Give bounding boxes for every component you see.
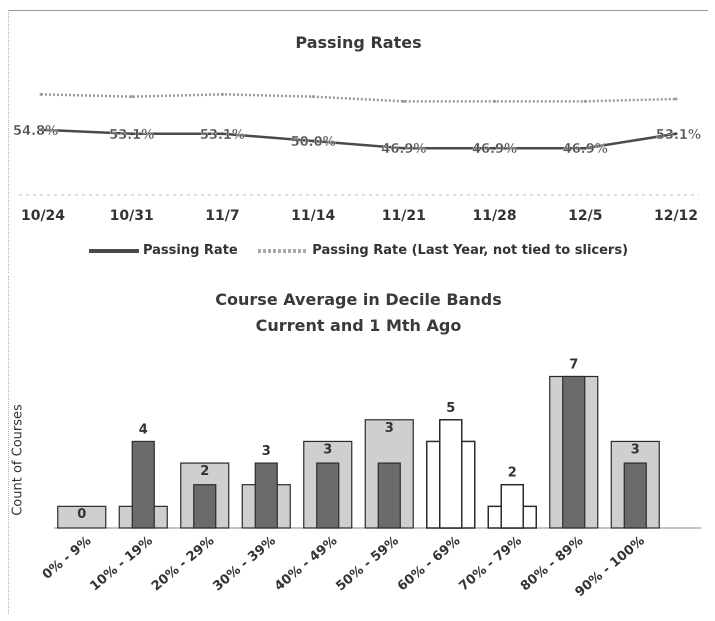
category-label-0: 0% - 9% bbox=[40, 534, 95, 583]
data-label-4: 3 bbox=[323, 442, 332, 457]
x-tick-label: 10/24 bbox=[20, 208, 66, 224]
legend: Passing Rate Passing Rate (Last Year, no… bbox=[9, 243, 708, 258]
point-current-5 bbox=[493, 146, 497, 150]
point-current-6 bbox=[583, 146, 587, 150]
data-label-5: 3 bbox=[385, 421, 394, 436]
category-label-7: 70% - 79% bbox=[456, 534, 524, 595]
point-last-year-4 bbox=[402, 99, 406, 103]
data-label-1: 4 bbox=[139, 422, 148, 437]
legend-swatch-current bbox=[88, 248, 139, 253]
point-last-year-0 bbox=[39, 92, 43, 96]
series-line-current bbox=[40, 128, 677, 150]
data-label-current-0: 54.8% bbox=[13, 124, 58, 139]
point-current-1 bbox=[130, 132, 134, 136]
point-current-3 bbox=[311, 139, 315, 143]
bar-current-2 bbox=[193, 484, 217, 529]
point-last-year-3 bbox=[311, 95, 315, 99]
x-tick-label: 10/31 bbox=[109, 208, 154, 224]
legend-swatch-last-year bbox=[258, 248, 309, 253]
data-label-current-2: 53.1% bbox=[200, 128, 245, 143]
x-tick-label: 11/21 bbox=[381, 208, 426, 224]
data-label-current-5: 46.9% bbox=[472, 142, 517, 157]
point-current-2 bbox=[220, 132, 224, 136]
legend-item-last-year: Passing Rate (Last Year, not tied to sli… bbox=[258, 243, 628, 258]
bar-current-1 bbox=[131, 440, 155, 529]
x-tick-label: 11/28 bbox=[472, 208, 517, 224]
bar-current-9 bbox=[623, 462, 647, 529]
legend-label-current: Passing Rate bbox=[142, 243, 238, 258]
data-label-current-7: 53.1% bbox=[656, 128, 701, 143]
bar-current-5 bbox=[377, 462, 401, 529]
data-label-current-6: 46.9% bbox=[563, 142, 608, 157]
category-label-6: 60% - 69% bbox=[395, 534, 463, 595]
x-tick-label: 12/12 bbox=[653, 208, 699, 224]
bar-current-6 bbox=[439, 419, 463, 529]
point-last-year-2 bbox=[220, 92, 224, 96]
legend-item-current: Passing Rate bbox=[88, 243, 238, 258]
category-label-3: 30% - 39% bbox=[210, 534, 278, 595]
data-label-current-1: 53.1% bbox=[109, 128, 154, 143]
decile-bands-chart: Course Average in Decile Bands Current a… bbox=[8, 276, 708, 614]
bar-current-3 bbox=[254, 462, 278, 529]
chart-title: Passing Rates bbox=[295, 33, 422, 52]
data-label-9: 3 bbox=[631, 442, 640, 457]
point-last-year-1 bbox=[130, 95, 134, 99]
data-label-current-4: 46.9% bbox=[381, 142, 426, 157]
data-label-current-3: 50.0% bbox=[291, 135, 336, 150]
x-tick-label: 11/14 bbox=[291, 208, 336, 224]
chart-title-line-2: Current and 1 Mth Ago bbox=[255, 316, 462, 335]
point-last-year-5 bbox=[493, 99, 497, 103]
chart-title-line-1: Course Average in Decile Bands bbox=[215, 290, 502, 309]
bar-current-7 bbox=[500, 483, 524, 529]
point-current-4 bbox=[402, 146, 406, 150]
data-label-7: 2 bbox=[508, 466, 517, 481]
x-tick-label: 12/5 bbox=[568, 208, 603, 224]
point-current-7 bbox=[674, 132, 678, 136]
legend-label-last-year: Passing Rate (Last Year, not tied to sli… bbox=[312, 243, 629, 258]
data-label-8: 7 bbox=[569, 357, 578, 372]
passing-rates-chart: Passing Rates 54.8% 53.1% 53.1% 50.0% 46.9% 4… bbox=[8, 10, 708, 273]
point-last-year-6 bbox=[583, 99, 587, 103]
x-tick-label: 11/7 bbox=[205, 208, 240, 224]
category-label-5: 50% - 59% bbox=[333, 534, 401, 595]
point-last-year-7 bbox=[674, 97, 678, 101]
bar-plot-area: 0 0% - 9% 4 10% - 19% 2 20% - 29% 3 30% - 39% 3 4… bbox=[40, 357, 701, 600]
series-line-last-year bbox=[40, 93, 677, 103]
point-current-0 bbox=[39, 128, 43, 132]
data-label-3: 3 bbox=[262, 444, 271, 459]
y-axis-label: Count of Courses bbox=[10, 404, 26, 516]
bar-prev-0 bbox=[57, 505, 107, 529]
category-label-2: 20% - 29% bbox=[149, 534, 217, 595]
bar-current-8 bbox=[562, 375, 586, 529]
bar-current-4 bbox=[316, 462, 340, 529]
data-label-2: 2 bbox=[200, 464, 209, 479]
category-label-1: 10% - 19% bbox=[87, 534, 155, 595]
category-label-4: 40% - 49% bbox=[272, 534, 340, 595]
data-label-6: 5 bbox=[446, 401, 455, 416]
line-plot-area: 54.8% 53.1% 53.1% 50.0% 46.9% 46.9% 46.9% 53.1% bbox=[13, 92, 701, 196]
data-label-0: 0 bbox=[77, 507, 86, 522]
